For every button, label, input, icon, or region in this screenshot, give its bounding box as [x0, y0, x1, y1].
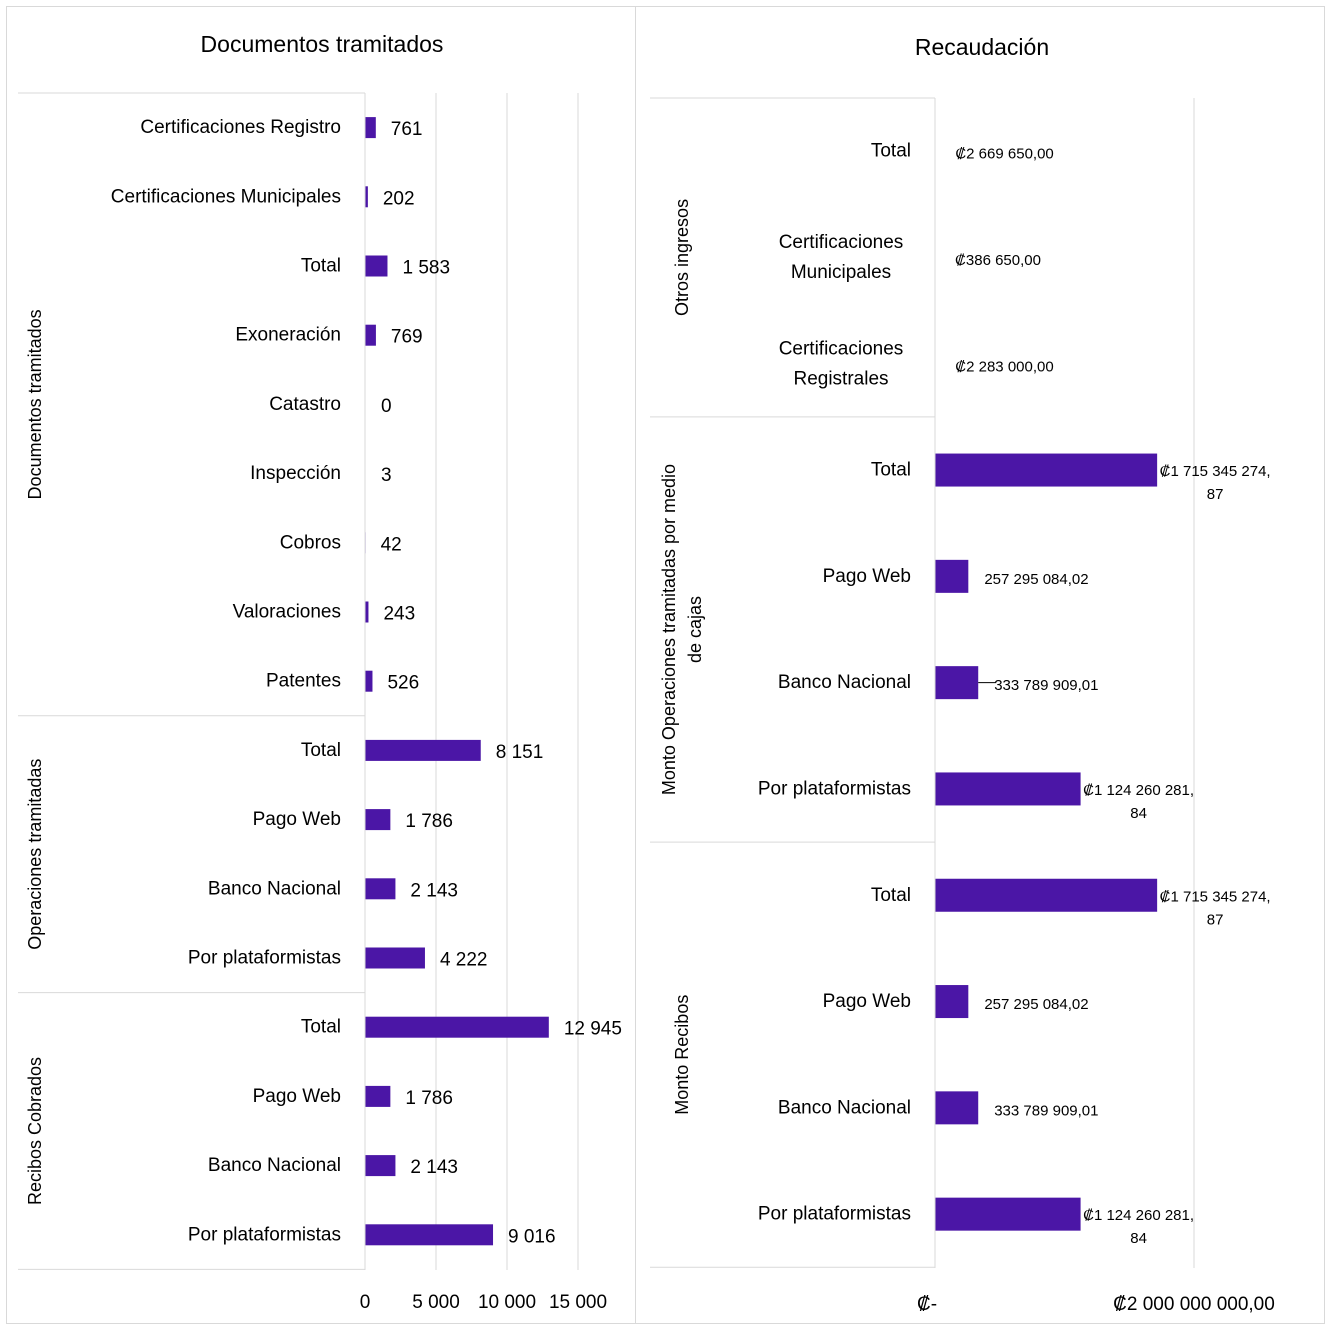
bar — [365, 1085, 391, 1107]
x-tick-label: ₡- — [917, 1294, 937, 1315]
category-label: Banco Nacional — [208, 878, 341, 899]
category-label: Inspección — [250, 463, 341, 484]
data-label: 257 295 084,02 — [984, 996, 1088, 1013]
data-label: 526 — [387, 673, 419, 694]
category-label: Total — [301, 740, 341, 761]
data-label: 0 — [381, 396, 392, 417]
bar — [365, 324, 376, 346]
bar — [365, 1224, 494, 1246]
category-label: Certificaciones Registrales — [779, 338, 904, 389]
chart-documentos-panel — [6, 6, 636, 1324]
group-label: Operaciones tramitadas — [25, 759, 45, 950]
bar — [365, 601, 369, 623]
category-label: Exoneración — [235, 325, 341, 346]
bar — [365, 670, 373, 692]
group-label: Otros ingresos — [672, 199, 692, 316]
bar — [365, 739, 481, 761]
chart-title-documentos: Documentos tramitados — [201, 31, 444, 57]
bar — [365, 809, 391, 831]
bar — [935, 559, 969, 593]
bar — [365, 117, 376, 139]
data-label: ₡386 650,00 — [955, 252, 1041, 269]
category-label: Patentes — [266, 671, 341, 692]
x-tick-label: ₡2 000 000 000,00 — [1113, 1294, 1275, 1315]
bar — [365, 255, 388, 277]
bar — [935, 985, 969, 1019]
group-label: Documentos tramitados — [25, 309, 45, 499]
data-label: 333 789 909,01 — [994, 677, 1098, 694]
bar — [935, 1197, 1081, 1231]
data-label: 1 786 — [405, 1088, 453, 1109]
x-tick-label: 5 000 — [412, 1292, 460, 1313]
category-label: Banco Nacional — [208, 1155, 341, 1176]
recaudacion-plot: ₡- ₡2 000 000 000,00 Total ₡2 669 650,00 Cer… — [650, 97, 1275, 1315]
group-label: Monto Operaciones tramitadas por medio de… — [659, 464, 705, 795]
category-label: Total — [301, 1017, 341, 1038]
group-label: Recibos Cobrados — [25, 1057, 45, 1205]
data-label: 12 945 — [564, 1019, 622, 1040]
bar — [365, 1155, 396, 1177]
data-label: ₡1 715 345 274, 87 — [1160, 888, 1271, 928]
bar — [935, 666, 979, 700]
data-label: 3 — [381, 465, 392, 486]
category-label: Por plataformistas — [758, 1204, 911, 1225]
category-label: Pago Web — [823, 991, 911, 1012]
bar — [365, 1016, 549, 1038]
data-label: ₡2 283 000,00 — [955, 358, 1053, 375]
category-label: Certificaciones Registro — [140, 117, 341, 138]
bar — [365, 186, 368, 208]
data-label: 2 143 — [410, 880, 458, 901]
category-label: Por plataformistas — [188, 948, 341, 969]
data-label: ₡2 669 650,00 — [955, 146, 1053, 163]
category-label: Pago Web — [823, 566, 911, 587]
data-label: 257 295 084,02 — [984, 571, 1088, 588]
category-label: Por plataformistas — [758, 778, 911, 799]
x-tick-label: 10 000 — [478, 1292, 536, 1313]
x-tick-label: 0 — [360, 1292, 371, 1313]
data-label: ₡1 124 260 281, 84 — [1083, 1207, 1194, 1247]
category-label: Cobros — [280, 532, 341, 553]
data-label: 8 151 — [496, 742, 544, 763]
data-label: ₡1 715 345 274, 87 — [1160, 463, 1271, 503]
category-label: Catastro — [269, 394, 341, 415]
data-label: 333 789 909,01 — [994, 1102, 1098, 1119]
bar — [365, 878, 396, 900]
category-label: Valoraciones — [233, 602, 341, 623]
data-label: 769 — [391, 327, 423, 348]
data-label: 1 786 — [405, 811, 453, 832]
data-label: 202 — [383, 188, 415, 209]
data-label: 42 — [381, 534, 402, 555]
data-label: 1 583 — [402, 258, 450, 279]
category-label: Pago Web — [253, 1086, 341, 1107]
bar — [935, 878, 1158, 912]
bar — [935, 453, 1158, 487]
data-label: 9 016 — [508, 1226, 556, 1247]
data-label: 2 143 — [410, 1157, 458, 1178]
x-tick-label: 15 000 — [549, 1292, 607, 1313]
data-label: ₡1 124 260 281, 84 — [1083, 782, 1194, 822]
bar — [935, 1091, 979, 1125]
category-label: Certificaciones Municipales — [779, 232, 904, 283]
category-label: Total — [871, 885, 911, 906]
group-label: Monto Recibos — [672, 995, 692, 1115]
documentos-plot: 0 5 000 10 000 15 000 Certificaciones Regist… — [18, 92, 622, 1313]
category-label: Banco Nacional — [778, 672, 911, 693]
category-label: Banco Nacional — [778, 1097, 911, 1118]
category-label: Total — [871, 460, 911, 481]
category-label: Por plataformistas — [188, 1224, 341, 1245]
chart-recaudacion-panel — [635, 6, 1325, 1324]
bar — [935, 772, 1081, 806]
category-label: Pago Web — [253, 809, 341, 830]
data-label: 761 — [391, 119, 423, 140]
data-label: 4 222 — [440, 950, 488, 971]
chart-title-recaudacion: Recaudación — [915, 34, 1049, 60]
category-label: Total — [871, 141, 911, 162]
bar — [365, 947, 425, 969]
data-label: 243 — [383, 604, 415, 625]
category-label: Total — [301, 256, 341, 277]
category-label: Certificaciones Municipales — [111, 186, 341, 207]
